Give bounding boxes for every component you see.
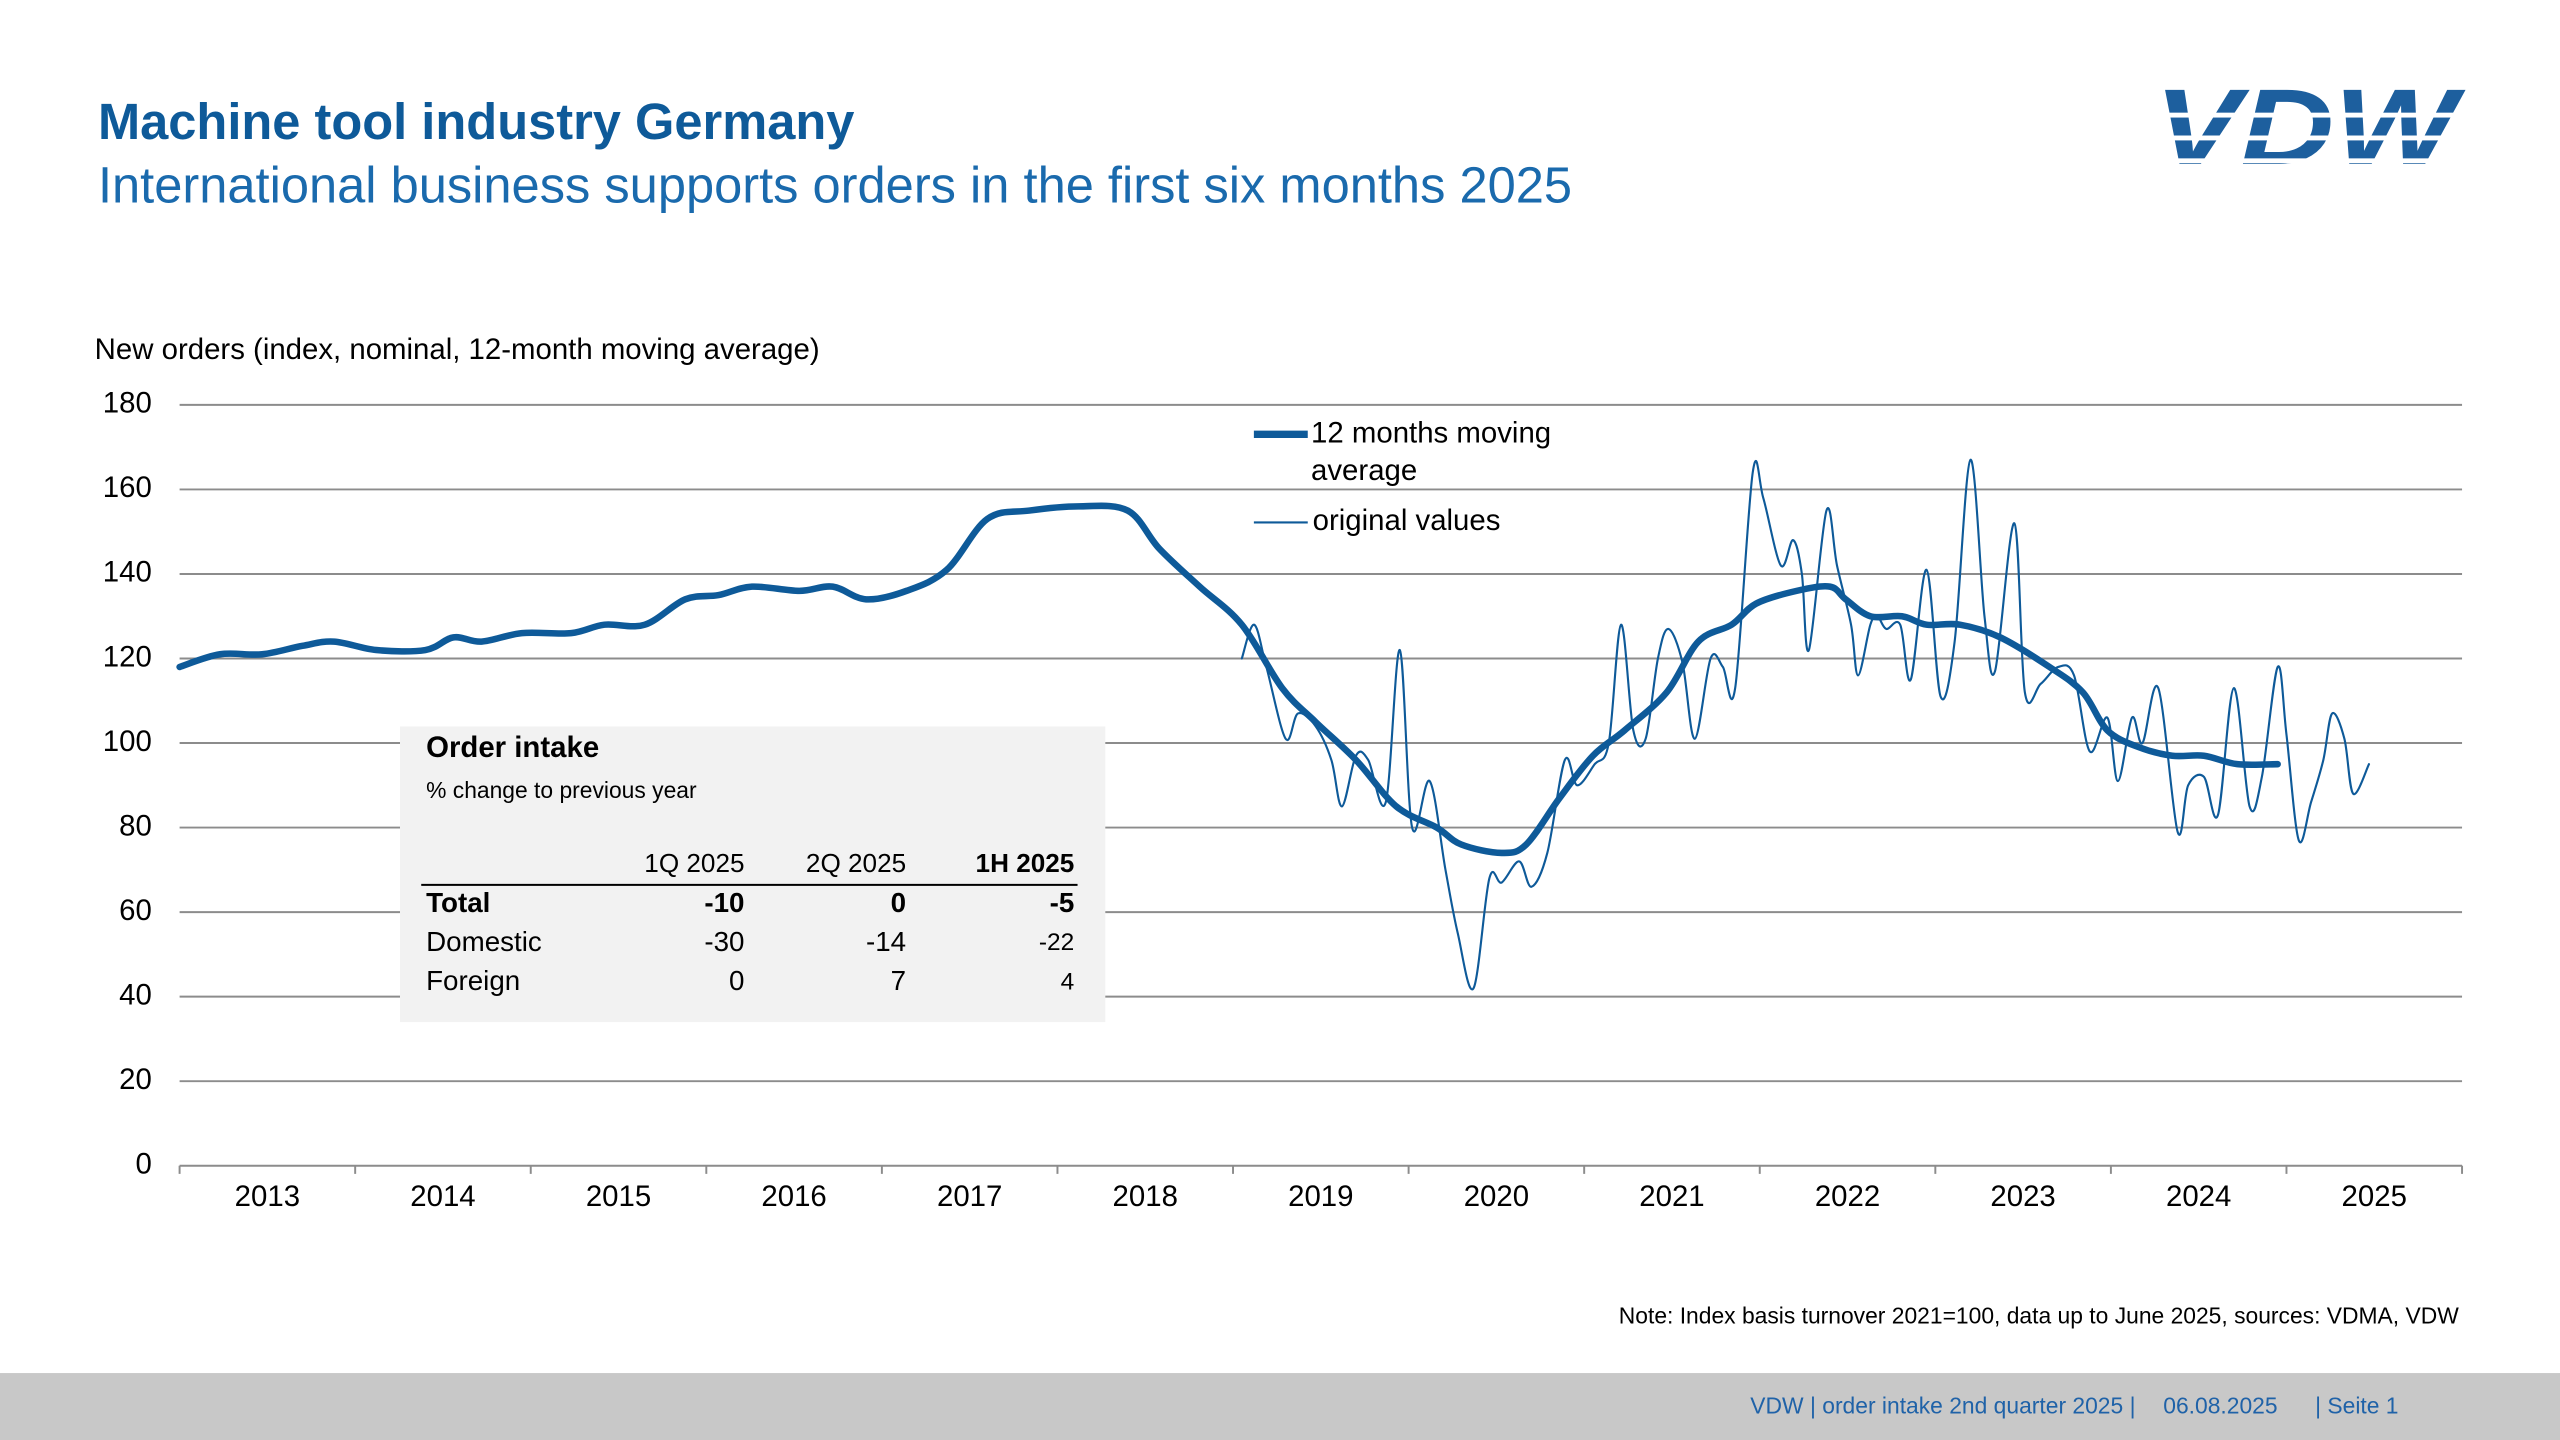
table-cell: -14: [866, 926, 906, 957]
x-tick-label: 2015: [586, 1180, 651, 1213]
x-tick-label: 2022: [1815, 1180, 1880, 1213]
column-header: 1H 2025: [976, 848, 1075, 878]
x-tick-label: 2013: [235, 1180, 300, 1213]
series-line: [1240, 458, 2371, 991]
table-cell: -22: [1039, 929, 1074, 956]
x-tick-label: 2021: [1639, 1180, 1704, 1213]
x-tick-label: 2014: [410, 1180, 475, 1213]
x-tick-label: 2016: [761, 1180, 826, 1213]
table-title: Order intake: [426, 731, 599, 764]
x-tick-label: 2025: [2342, 1180, 2407, 1213]
table-cell: -30: [704, 926, 744, 957]
y-tick-label: 40: [119, 978, 152, 1011]
y-axis-label: New orders (index, nominal, 12-month mov…: [95, 333, 820, 366]
row-label: Foreign: [426, 965, 520, 996]
y-tick-label: 80: [119, 809, 152, 842]
column-header: 2Q 2025: [806, 848, 906, 878]
logo-stripe: [2138, 158, 2482, 164]
table-cell: 0: [891, 887, 906, 918]
y-tick-label: 160: [103, 471, 152, 504]
x-tick-label: 2017: [937, 1180, 1002, 1213]
y-tick-label: 0: [135, 1147, 151, 1180]
row-label: Domestic: [426, 926, 542, 957]
x-tick-label: 2020: [1464, 1180, 1529, 1213]
y-tick-label: 20: [119, 1063, 152, 1096]
legend-label: original values: [1313, 504, 1501, 537]
footer-source: VDW | order intake 2nd quarter 2025 |: [1750, 1392, 2135, 1418]
table-cell: -5: [1050, 887, 1075, 918]
logo: VDW: [2138, 66, 2482, 187]
logo-stripe: [2138, 112, 2482, 118]
y-tick-label: 180: [103, 387, 152, 420]
x-tick-label: 2018: [1113, 1180, 1178, 1213]
y-tick-label: 140: [103, 556, 152, 589]
x-tick-label: 2019: [1288, 1180, 1353, 1213]
table-cell: 7: [891, 965, 906, 996]
order-intake-table: Order intake % change to previous year 1…: [400, 726, 1106, 1023]
logo-stripe: [2138, 135, 2482, 141]
table-subtitle: % change to previous year: [426, 777, 697, 803]
table-cell: -10: [704, 887, 744, 918]
title: Machine tool industry Germany: [98, 93, 854, 150]
column-header: 1Q 2025: [644, 848, 744, 878]
logo-text: VDW: [2154, 66, 2466, 187]
legend-entry: 12 months moving average: [1311, 416, 1552, 487]
subtitle: International business supports orders i…: [98, 157, 1572, 214]
footer-page: | Seite 1: [2315, 1392, 2398, 1418]
footer-bar: [0, 1373, 2560, 1440]
table-box: [400, 726, 1106, 1023]
footer-date: 06.08.2025: [2163, 1392, 2277, 1418]
y-tick-label: 120: [103, 640, 152, 673]
table-cell: 0: [729, 965, 744, 996]
legend-label: 12 months moving average: [1311, 416, 1552, 487]
x-tick-label: 2023: [1990, 1180, 2055, 1213]
note: Note: Index basis turnover 2021=100, dat…: [1619, 1303, 2459, 1329]
series-line: [176, 502, 2281, 857]
row-label: Total: [426, 887, 490, 918]
y-tick-label: 100: [103, 725, 152, 758]
x-tick-label: 2024: [2166, 1180, 2231, 1213]
table-cell: 4: [1061, 968, 1075, 995]
y-tick-label: 60: [119, 894, 152, 927]
